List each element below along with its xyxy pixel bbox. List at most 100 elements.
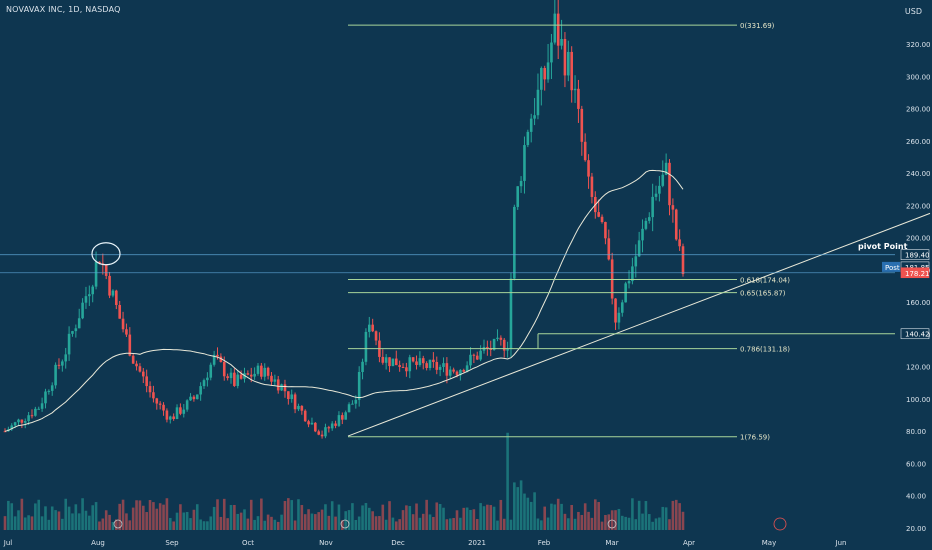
volume-bar [583, 503, 587, 530]
volume-bar [30, 516, 34, 530]
x-tick-label: Aug [91, 539, 105, 547]
volume-bar [57, 511, 61, 530]
volume-bar [367, 507, 371, 530]
candle-body [651, 196, 654, 218]
candle-body [469, 354, 472, 366]
candle-body [600, 216, 604, 222]
volume-bar [516, 487, 520, 530]
volume-bar [492, 506, 496, 530]
volume-bar [597, 502, 600, 530]
currency-label: USD [904, 7, 922, 16]
volume-bar [155, 508, 159, 530]
volume-bar [634, 519, 638, 530]
candle-body [519, 180, 523, 187]
candle-body [678, 239, 681, 247]
candle-body [509, 278, 513, 350]
candle-body [475, 355, 479, 360]
volume-bar [556, 498, 560, 530]
volume-bar [270, 516, 273, 530]
candle-body [607, 238, 611, 260]
volume-bar [637, 500, 641, 530]
candle-body [182, 409, 186, 414]
volume-bar [67, 506, 71, 530]
candle-body [44, 391, 47, 404]
volume-bar [519, 480, 523, 530]
volume-bar [195, 504, 199, 530]
x-tick-label: May [762, 539, 776, 547]
volume-bar [192, 509, 196, 530]
candle-body [330, 423, 334, 429]
volume-bar [614, 510, 617, 530]
candle-body [489, 348, 493, 350]
volume-bar [10, 503, 14, 530]
candle-body [115, 290, 118, 306]
volume-bar [327, 515, 331, 530]
candle-body [553, 13, 557, 43]
volume-bar [152, 502, 155, 530]
candle-body [260, 365, 263, 377]
candle-body [492, 338, 496, 350]
volume-bar [641, 513, 644, 530]
volume-bar [334, 516, 337, 530]
candle-body [253, 373, 256, 377]
volume-bar [344, 511, 347, 530]
volume-bar [455, 510, 459, 530]
candle-body [405, 367, 408, 372]
post-tag-box [882, 261, 900, 272]
volume-bar [371, 511, 374, 530]
x-tick-label: Dec [391, 539, 405, 547]
candle-body [536, 89, 540, 116]
candle-body [567, 51, 570, 76]
candle-body [27, 415, 30, 422]
candle-body [472, 354, 476, 356]
candle-body [381, 356, 385, 363]
volume-bar [533, 492, 536, 530]
candle-body [104, 264, 108, 276]
volume-bar [590, 517, 594, 530]
volume-bar [283, 501, 287, 530]
volume-bar [307, 509, 310, 530]
fib-level-label: 0(331.69) [740, 22, 775, 30]
volume-bar [384, 519, 388, 530]
candle-body [361, 361, 364, 373]
volume-bar [185, 511, 189, 530]
volume-bar [108, 514, 111, 530]
volume-bar [44, 506, 47, 530]
candle-body [614, 298, 617, 323]
volume-bar [202, 521, 206, 530]
volume-bar [165, 498, 169, 530]
candle-body [550, 42, 553, 63]
volume-bar [206, 521, 209, 530]
candle-body [347, 404, 351, 413]
candle-body [128, 334, 132, 356]
candle-body [354, 399, 358, 404]
candle-body [654, 193, 658, 197]
candle-body [91, 286, 95, 295]
y-tick-label: 100.00 [906, 396, 931, 404]
volume-bar [489, 505, 493, 530]
price-tag-label: 178.21 [905, 270, 930, 278]
candle-body [580, 108, 584, 142]
candle-body [391, 358, 395, 367]
candle-body [249, 374, 253, 377]
volume-bar [287, 498, 290, 530]
volume-bar [432, 516, 435, 530]
candle-body [516, 186, 520, 207]
candle-body [533, 115, 536, 119]
candle-body [452, 369, 455, 372]
candle-body [290, 394, 294, 400]
candle-body [637, 240, 641, 257]
candle-body [297, 405, 300, 410]
volume-bar [233, 504, 236, 530]
candle-body [624, 283, 627, 303]
volume-bar [472, 509, 476, 530]
volume-bar [121, 499, 125, 530]
volume-bar [523, 493, 526, 530]
volume-bar [391, 517, 395, 530]
candle-body [324, 427, 327, 437]
candle-body [276, 379, 280, 391]
volume-bar [266, 514, 270, 530]
candle-body [546, 62, 550, 80]
